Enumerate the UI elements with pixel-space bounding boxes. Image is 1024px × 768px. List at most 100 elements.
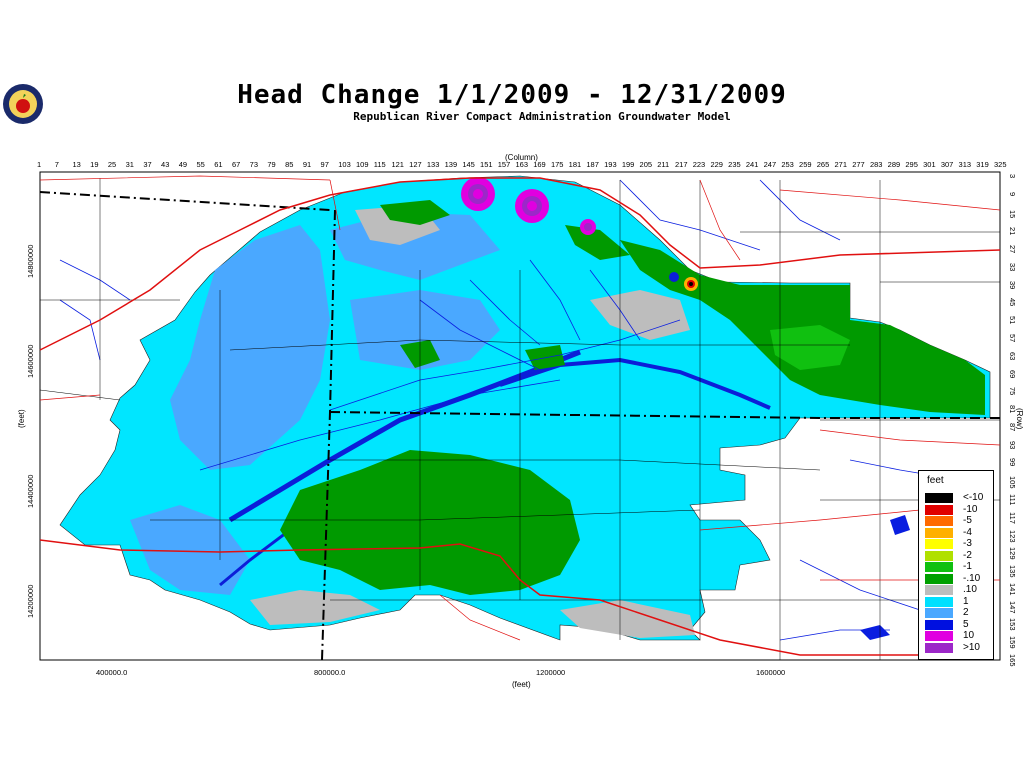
legend-swatch	[925, 596, 953, 607]
legend-swatch	[925, 573, 953, 584]
column-tick-label: 229	[710, 160, 723, 169]
easting-tick-label: 800000.0	[314, 668, 346, 677]
column-tick-label: 19	[90, 160, 99, 169]
column-tick-label: 301	[923, 160, 936, 169]
legend-row: 2	[925, 607, 987, 618]
easting-tick-label: 1200000	[536, 668, 566, 677]
column-tick-label: 199	[621, 160, 635, 169]
easting-tick-label: 1600000	[756, 668, 786, 677]
zone-light-green-northeast	[770, 325, 850, 370]
easting-tick-label: 400000.0	[96, 668, 128, 677]
column-tick-label: 121	[391, 160, 404, 169]
legend-swatch	[925, 493, 953, 503]
legend-row: .10	[925, 584, 987, 595]
column-tick-label: 31	[125, 160, 134, 169]
column-tick-label: 157	[497, 160, 511, 169]
legend-swatch	[925, 562, 953, 572]
zone-dark-blue-channel-2	[499, 357, 771, 410]
zone-gray-southeast	[560, 600, 695, 638]
column-tick-label: 325	[994, 160, 1007, 169]
column-tick-label: 151	[480, 160, 493, 169]
legend-label: 2	[963, 607, 969, 618]
column-tick-label: 55	[196, 160, 205, 169]
column-tick-label: 187	[586, 160, 599, 169]
legend-label: -10	[963, 503, 978, 515]
zone-green-north-2	[565, 225, 630, 260]
well-rise-east	[580, 219, 596, 235]
legend-swatch	[925, 539, 953, 549]
legend-row: 1	[925, 596, 987, 607]
legend-label: -.10	[963, 572, 981, 584]
map-legend: feet <-10 -10 -5 -4 -3 -2 -1 -.10.10 1 2 5 10 >10	[918, 470, 994, 660]
column-tick-label: 115	[373, 160, 386, 169]
column-tick-label: 277	[852, 160, 865, 169]
zone-gray-riverbank	[590, 290, 690, 340]
column-tick-label: 67	[231, 160, 241, 169]
legend-row: -3	[925, 538, 987, 549]
column-tick-label: 271	[834, 160, 848, 169]
legend-label: -5	[963, 515, 972, 526]
well-rise-central	[515, 189, 549, 223]
column-tick-label: 217	[675, 160, 688, 169]
highways	[39, 177, 1001, 656]
legend-swatch	[925, 631, 953, 641]
column-tick-label: 145	[462, 160, 475, 169]
column-tick-label: 313	[958, 160, 972, 169]
roads	[39, 175, 1001, 641]
zone-dark-blue-channel-1	[228, 349, 581, 523]
zone-green-south-central	[280, 450, 580, 595]
legend-title: feet	[927, 475, 944, 486]
column-tick-label: 85	[285, 160, 294, 169]
column-tick-label: 1	[37, 160, 42, 169]
legend-row: 10	[925, 630, 987, 641]
legend-row: -1	[925, 561, 987, 572]
column-tick-label: 307	[940, 160, 954, 169]
legend-row: <-10	[925, 492, 987, 503]
column-tick-label: 43	[161, 160, 170, 169]
column-tick-label: 37	[143, 160, 152, 169]
column-tick-label: 175	[550, 160, 564, 169]
column-tick-label: 13	[72, 160, 81, 169]
legend-label: 10	[963, 630, 975, 641]
column-tick-label: 73	[249, 160, 258, 169]
column-tick-label: 103	[338, 160, 351, 169]
column-tick-label: 139	[444, 160, 458, 169]
legend-swatch	[925, 527, 953, 538]
well-decline	[684, 277, 698, 291]
column-tick-label: 223	[692, 160, 706, 169]
column-tick-label: 91	[302, 160, 312, 169]
column-tick-label: 259	[799, 160, 812, 169]
column-tick-label: 295	[905, 160, 918, 169]
column-tick-label: 163	[515, 160, 529, 169]
column-tick-label: 49	[178, 160, 188, 169]
legend-row: -.10	[925, 572, 987, 584]
column-tick-label: 109	[356, 160, 369, 169]
column-tick-label: 247	[763, 160, 777, 169]
legend-row: -2	[925, 550, 987, 561]
well-blue	[669, 272, 679, 282]
column-tick-label: 7	[54, 160, 59, 169]
legend-swatch	[925, 619, 953, 630]
column-tick-label: 169	[533, 160, 546, 169]
legend-swatch	[925, 504, 953, 515]
column-axis-label: (Column)	[505, 153, 538, 162]
legend-label: <-10	[963, 492, 984, 503]
column-tick-label: 253	[781, 160, 794, 169]
zone-green-north-1	[380, 200, 450, 225]
column-tick-label: 289	[887, 160, 901, 169]
legend-swatch	[925, 516, 953, 526]
column-tick-label: 319	[976, 160, 989, 169]
legend-swatch	[925, 585, 953, 595]
column-tick-label: 25	[107, 160, 117, 169]
legend-row: -5	[925, 515, 987, 526]
legend-row: >10	[925, 641, 987, 653]
map-subtitle: Republican River Compact Administration …	[353, 110, 731, 123]
legend-label: 5	[963, 618, 969, 630]
state-boundaries	[39, 191, 1000, 661]
legend-label: >10	[963, 641, 980, 653]
column-tick-label: 241	[745, 160, 759, 169]
column-tick-label: 79	[267, 160, 276, 169]
column-tick-label: 283	[869, 160, 883, 169]
column-tick-label: 181	[568, 160, 582, 169]
